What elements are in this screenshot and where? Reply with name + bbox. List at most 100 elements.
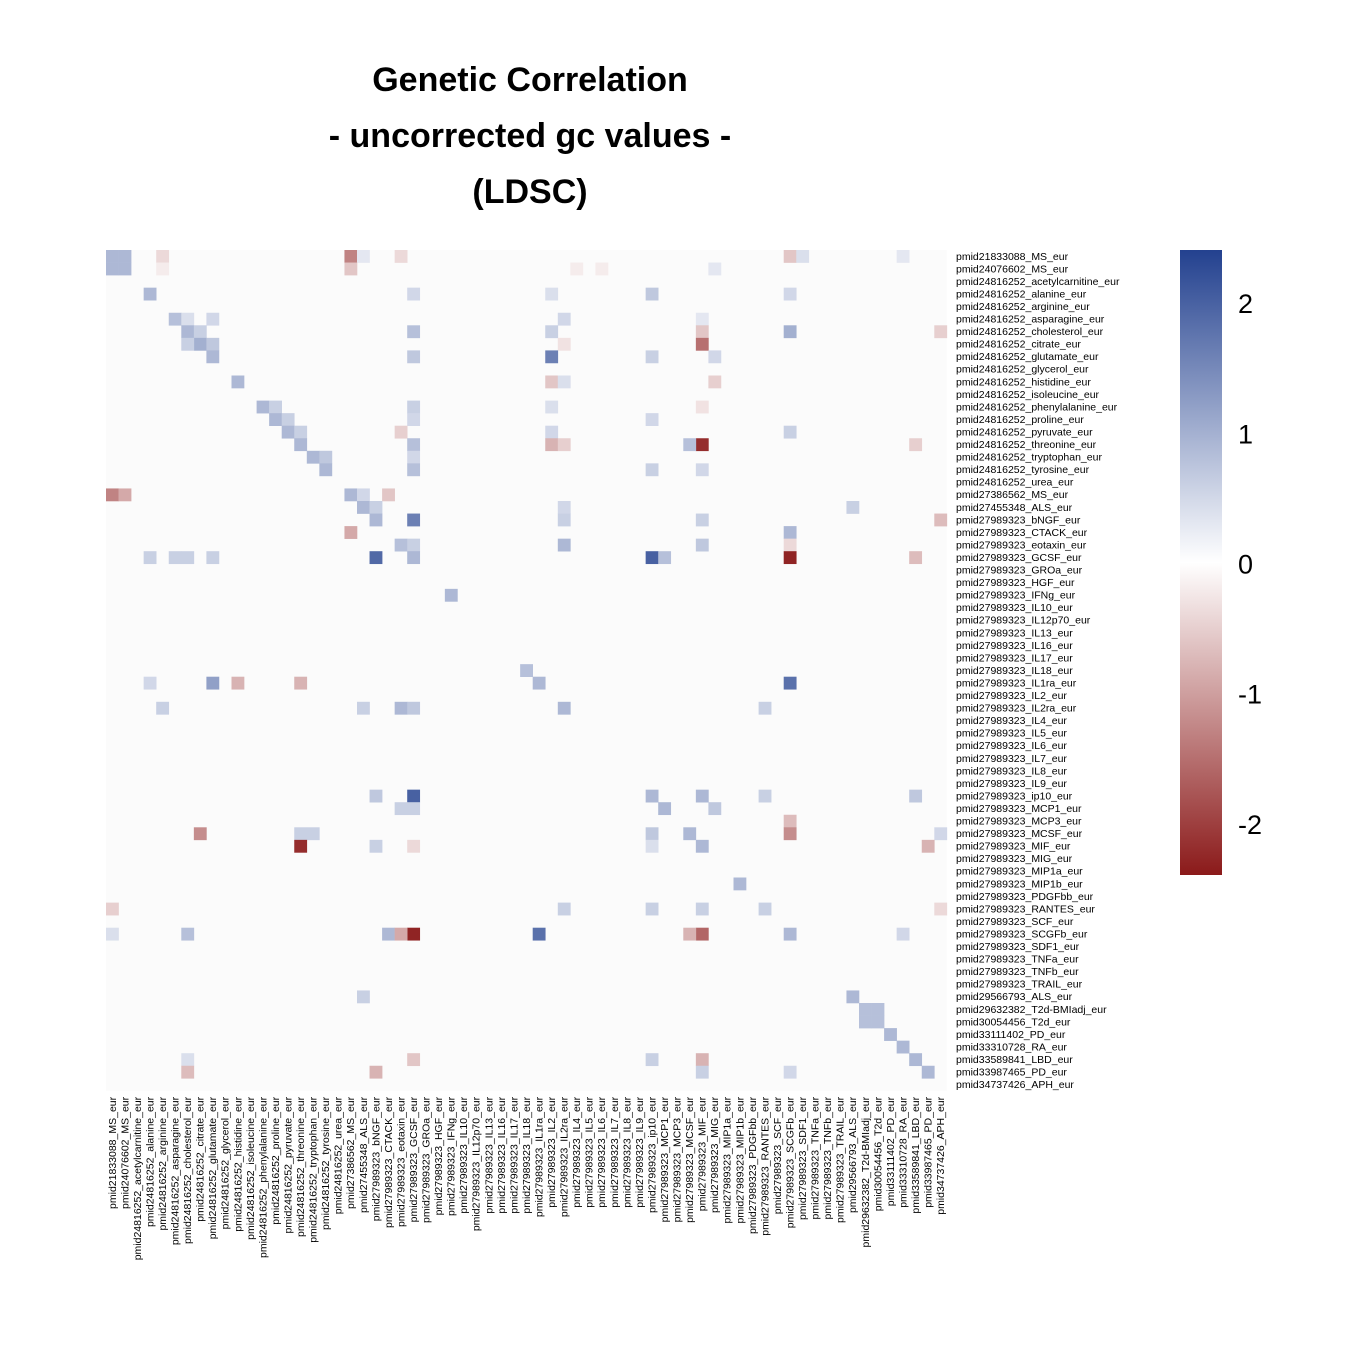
row-label: pmid24816252_histidine_eur: [956, 376, 1091, 388]
heatmap-cell: [369, 1065, 383, 1079]
row-label: pmid30054456_T2d_eur: [956, 1016, 1071, 1028]
column-label: pmid27989323_TRAIL_eur: [835, 1096, 847, 1223]
column-labels: pmid21833088_MS_eur pmid24076602_MS_eur pm…: [107, 1096, 947, 1260]
heatmap-cell: [934, 827, 948, 841]
column-label: pmid27989323_bNGF_eur: [370, 1096, 382, 1221]
column-label: pmid24076602_MS_eur: [119, 1096, 131, 1209]
heatmap-cell: [545, 325, 559, 339]
column-label: pmid24816252_arginine_eur: [157, 1096, 169, 1230]
chart-title-line-1: Genetic Correlation: [372, 61, 688, 99]
heatmap-cell: [407, 802, 421, 816]
heatmap-cell: [106, 250, 119, 263]
heatmap-cell: [357, 250, 370, 263]
heatmap-cell: [708, 262, 722, 276]
column-label: pmid27989323_MIP1b_eur: [734, 1096, 746, 1223]
heatmap-cell: [394, 701, 408, 715]
heatmap-cell: [394, 425, 408, 439]
heatmap-cell: [306, 450, 320, 464]
heatmap-cell: [695, 927, 709, 941]
column-label: pmid27989323_ip10_eur: [646, 1096, 658, 1213]
heatmap-cell: [344, 526, 358, 539]
heatmap-cell: [532, 927, 546, 941]
legend-tick-label: -2: [1238, 810, 1262, 840]
row-label: pmid27989323_MCP3_eur: [956, 816, 1082, 828]
heatmap-cell: [256, 400, 270, 414]
row-label: pmid24816252_citrate_eur: [956, 339, 1081, 351]
heatmap-cell: [783, 1065, 797, 1079]
heatmap-cell: [783, 927, 797, 941]
column-label: pmid27989323_IFNg_eur: [446, 1096, 458, 1216]
heatmap-cell: [645, 789, 659, 803]
heatmap-cell: [281, 425, 295, 439]
heatmap-cell: [106, 902, 119, 916]
column-label: pmid27989323_IL2ra_eur: [559, 1096, 571, 1217]
row-label: pmid27989323_IL13_eur: [956, 627, 1073, 639]
heatmap-cell: [143, 551, 157, 565]
column-label: pmid27989323_GROa_eur: [421, 1096, 433, 1223]
row-label: pmid24816252_acetylcarnitine_eur: [956, 276, 1120, 288]
column-label: pmid27455348_ALS_eur: [358, 1096, 370, 1213]
heatmap-cell: [407, 450, 421, 464]
column-label: pmid30054456_T2d_eur: [872, 1096, 884, 1211]
heatmap-cell: [143, 676, 157, 690]
heatmap-cell: [909, 438, 923, 452]
row-label: pmid33589841_LBD_eur: [956, 1054, 1073, 1066]
heatmap-cell: [394, 538, 408, 552]
heatmap-cell: [181, 325, 195, 339]
heatmap-cell: [783, 287, 797, 301]
row-label: pmid29632382_T2d-BMIadj_eur: [956, 1004, 1107, 1016]
heatmap-cell: [407, 438, 421, 452]
row-label: pmid27989323_MIP1a_eur: [956, 866, 1083, 878]
heatmap-cell: [896, 250, 910, 263]
heatmap-cell: [306, 827, 320, 841]
heatmap-cell: [783, 250, 797, 263]
heatmap-cell: [168, 312, 182, 326]
row-label: pmid27989323_IL10_eur: [956, 602, 1073, 614]
column-label: pmid27989323_IL6_eur: [596, 1096, 608, 1207]
heatmap-cell: [884, 1028, 897, 1041]
column-label: pmid27989323_TNFa_eur: [810, 1096, 822, 1219]
row-label: pmid24816252_glutamate_eur: [956, 351, 1099, 363]
row-label: pmid27989323_MIG_eur: [956, 853, 1073, 865]
row-label: pmid27989323_CTACK_eur: [956, 527, 1088, 539]
row-label: pmid24816252_isoleucine_eur: [956, 389, 1100, 401]
heatmap-cell: [231, 375, 245, 389]
heatmap-cell: [934, 902, 948, 916]
heatmap-cell: [570, 262, 584, 276]
heatmap-cell: [683, 438, 697, 452]
row-label: pmid24816252_cholesterol_eur: [956, 326, 1104, 338]
heatmap-cell: [658, 551, 672, 565]
heatmap-cell: [369, 513, 383, 527]
heatmap-cell: [357, 990, 370, 1004]
heatmap-cell: [557, 312, 571, 326]
heatmap-cell: [344, 262, 358, 276]
column-label: pmid27989323_IL8_eur: [621, 1096, 633, 1207]
heatmap-cell: [407, 839, 421, 853]
column-label: pmid24816252_asparagine_eur: [170, 1096, 182, 1245]
heatmap-cell: [695, 400, 709, 414]
row-label: pmid27386562_MS_eur: [956, 489, 1069, 501]
column-label: pmid27989323_IL2_eur: [546, 1096, 558, 1207]
heatmap-cell: [181, 312, 195, 326]
chart-title-line-3: (LDSC): [472, 173, 588, 211]
row-label: pmid29566793_ALS_eur: [956, 991, 1073, 1003]
heatmap-cell: [783, 676, 797, 690]
row-label: pmid33111402_PD_eur: [956, 1029, 1066, 1041]
color-legend: 2 1 0 -1 -2: [1180, 250, 1262, 875]
column-label: pmid27989323_RANTES_eur: [759, 1096, 771, 1235]
heatmap-cell: [708, 375, 722, 389]
legend-tick-label: 2: [1238, 289, 1253, 319]
row-label: pmid27455348_ALS_eur: [956, 502, 1073, 514]
row-label: pmid27989323_SCF_eur: [956, 916, 1074, 928]
heatmap-cell: [645, 839, 659, 853]
heatmap-cell: [118, 488, 132, 502]
row-label: pmid33987465_PD_eur: [956, 1067, 1067, 1079]
heatmap-cell: [708, 350, 722, 364]
row-label: pmid27989323_ip10_eur: [956, 790, 1073, 802]
column-label: pmid29632382_T2d-BMIadj_eur: [860, 1096, 872, 1247]
heatmap-cell: [394, 250, 408, 263]
heatmap-cell: [871, 1015, 885, 1029]
heatmap-cell: [645, 902, 659, 916]
heatmap-cell: [407, 1053, 421, 1067]
